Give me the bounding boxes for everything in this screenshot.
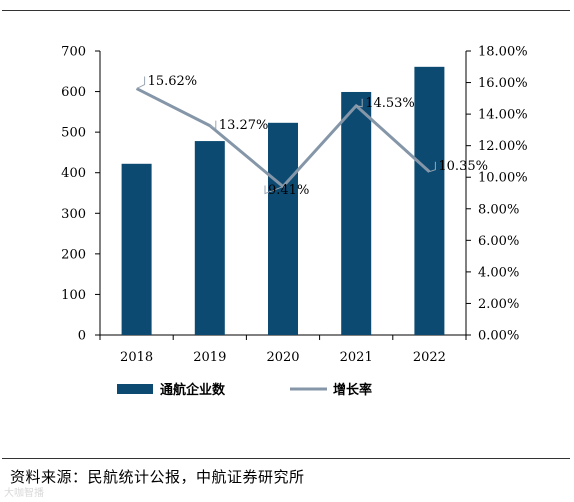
data-label: 15.62% <box>148 74 198 89</box>
x-tick-label: 2018 <box>120 350 153 365</box>
left-tick-label: 500 <box>61 126 86 141</box>
left-tick-label: 300 <box>61 207 86 222</box>
bar <box>121 163 152 335</box>
data-label: 9.41% <box>268 183 309 198</box>
bar <box>194 141 225 335</box>
right-tick-label: 4.00% <box>478 265 519 280</box>
left-tick-label: 0 <box>78 329 86 344</box>
legend-bar-swatch <box>117 384 153 394</box>
left-tick-label: 600 <box>61 85 86 100</box>
bar <box>414 66 445 335</box>
chart: 0 100 200 300 400 500 600 700 0.00% 2.00% 4.00% 6.… <box>61 45 528 399</box>
x-tick-label: 2020 <box>266 350 299 365</box>
data-label: 13.27% <box>219 118 269 133</box>
right-tick-label: 12.00% <box>478 139 528 154</box>
right-tick-label: 10.00% <box>478 171 528 186</box>
legend-bar-label: 通航企业数 <box>160 382 226 398</box>
source-note: 资料来源：民航统计公报，中航证券研究所 <box>10 468 305 486</box>
watermark: 大咖智播 <box>4 488 44 499</box>
legend-line-label: 增长率 <box>333 382 372 398</box>
top-rule <box>2 10 570 11</box>
right-axis: 0.00% 2.00% 4.00% 6.00% 8.00% 10.00% 12.00% 14.… <box>465 45 528 344</box>
bottom-rule <box>2 458 570 459</box>
x-tick-label: 2022 <box>413 350 446 365</box>
data-label-leader <box>429 161 436 173</box>
right-tick-label: 18.00% <box>478 45 528 60</box>
legend: 通航企业数 增长率 <box>117 382 372 398</box>
data-label-leader <box>356 98 363 108</box>
data-label-leader <box>136 76 146 89</box>
x-tick-label: 2021 <box>340 350 373 365</box>
right-tick-label: 0.00% <box>478 329 519 344</box>
bar-series <box>121 66 445 335</box>
left-tick-label: 400 <box>61 166 86 181</box>
x-tick-label: 2019 <box>193 350 226 365</box>
left-tick-label: 700 <box>61 45 86 60</box>
data-label: 14.53% <box>365 96 415 111</box>
right-tick-label: 14.00% <box>478 108 528 123</box>
data-label-leader <box>209 120 217 130</box>
line-series: 15.62% 13.27% 9.41% 14.53% 10.35% <box>135 74 488 198</box>
bar <box>268 122 298 335</box>
right-tick-label: 8.00% <box>478 202 519 217</box>
data-label: 10.35% <box>438 159 488 174</box>
left-axis: 0 100 200 300 400 500 600 700 <box>61 45 101 344</box>
bar <box>341 91 372 335</box>
x-axis: 2018 2019 2020 2021 2022 <box>99 334 467 365</box>
left-tick-label: 100 <box>61 288 86 303</box>
left-tick-label: 200 <box>61 247 86 262</box>
right-tick-label: 2.00% <box>478 297 519 312</box>
right-tick-label: 16.00% <box>478 76 528 91</box>
data-label-leader <box>264 185 284 195</box>
right-tick-label: 6.00% <box>478 234 519 249</box>
